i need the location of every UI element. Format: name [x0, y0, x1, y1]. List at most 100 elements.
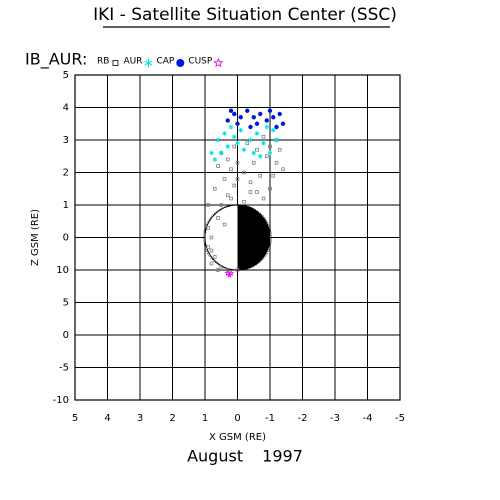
point-dot — [274, 124, 279, 130]
legend-label: AUR — [123, 57, 142, 67]
y-tick-label: 4 — [63, 103, 69, 114]
point-asterisk — [264, 124, 269, 130]
point-square — [235, 177, 240, 181]
point-square — [235, 268, 240, 272]
point-dot — [225, 118, 230, 123]
legend-label: CUSP — [188, 57, 213, 67]
point-asterisk — [271, 128, 276, 133]
point-square — [277, 147, 282, 152]
point-dot — [238, 115, 243, 120]
y-tick-label: 5 — [63, 70, 69, 81]
point-square — [242, 170, 246, 175]
point-square — [242, 199, 246, 204]
point-asterisk — [232, 134, 237, 139]
point-square — [219, 203, 224, 207]
point-asterisk — [215, 137, 221, 143]
point-square — [255, 190, 259, 194]
point-square — [209, 248, 214, 253]
point-square — [281, 167, 285, 172]
y-tick-label: 3 — [63, 135, 69, 146]
plot-frame — [74, 74, 401, 401]
point-asterisk — [254, 131, 260, 136]
point-square — [264, 154, 269, 159]
point-asterisk — [212, 157, 217, 162]
point-asterisk — [144, 59, 153, 67]
point-square — [251, 160, 256, 165]
point-asterisk — [209, 150, 214, 156]
x-tick-label: -2 — [298, 413, 308, 424]
earth-night — [237, 205, 270, 270]
point-square — [261, 134, 266, 139]
x-tick-label: -1 — [265, 413, 275, 424]
point-square — [216, 268, 220, 272]
point-square — [219, 264, 224, 269]
x-tick-label: 1 — [202, 413, 208, 424]
y-tick-label: 0 — [63, 233, 69, 244]
point-square — [248, 180, 253, 185]
y-tick-label: 5 — [63, 298, 69, 309]
point-square — [229, 196, 233, 201]
y-tick-label: -10 — [53, 395, 69, 406]
point-asterisk — [238, 128, 243, 133]
chart-title: IKI - Satellite Situation Center (SSC) — [93, 5, 397, 25]
x-tick-label: 5 — [72, 413, 78, 424]
point-asterisk — [274, 137, 279, 143]
point-square — [274, 160, 279, 165]
point-asterisk — [241, 147, 247, 152]
point-dot — [248, 124, 253, 130]
point-square — [268, 144, 272, 149]
point-square — [209, 235, 214, 240]
point-asterisk — [228, 124, 234, 130]
point-square — [209, 261, 214, 266]
x-tick-label: 3 — [137, 413, 143, 424]
y-tick-label: 1 — [63, 200, 69, 211]
point-dot — [251, 115, 256, 120]
point-square — [229, 167, 233, 172]
point-dot — [235, 121, 240, 126]
point-dot — [271, 115, 276, 120]
point-dot — [258, 111, 263, 117]
point-square — [258, 173, 263, 178]
x-axis-label: X GSM (RE) — [209, 432, 266, 443]
point-square — [232, 144, 237, 149]
point-square — [232, 183, 237, 188]
footer-date: August 1997 — [187, 447, 303, 466]
point-dot — [254, 121, 260, 126]
point-square — [216, 164, 220, 168]
point-dot — [228, 108, 234, 113]
point-asterisk — [219, 150, 224, 156]
point-star — [227, 269, 235, 277]
point-dot — [267, 108, 273, 113]
earth — [203, 204, 272, 271]
point-dot — [245, 108, 250, 113]
legend-title: IB_AUR: — [25, 50, 87, 70]
points — [206, 108, 286, 278]
x-tick-label: -4 — [363, 413, 373, 424]
point-square — [212, 255, 217, 259]
point-square — [112, 60, 119, 66]
y-tick-label: 0 — [63, 330, 69, 341]
point-dot — [264, 118, 269, 123]
legend-label: RB — [97, 57, 109, 67]
point-square — [222, 177, 227, 181]
point-asterisk — [235, 141, 240, 146]
point-square — [206, 225, 211, 230]
point-square — [271, 173, 276, 178]
legend-label: CAP — [156, 57, 174, 67]
point-square — [268, 186, 272, 191]
point-dot — [277, 111, 282, 117]
legend: RB AUR CAP CUSP — [97, 57, 224, 68]
x-tick-label: 4 — [104, 413, 110, 424]
point-square — [206, 203, 211, 207]
point-asterisk — [258, 154, 263, 159]
point-dot — [280, 121, 286, 126]
x-tick-label: -5 — [395, 413, 405, 424]
y-axis-label: Z GSM (RE) — [30, 209, 41, 266]
point-dot — [176, 59, 185, 67]
point-asterisk — [248, 137, 253, 143]
x-tick-label: 0 — [234, 413, 240, 424]
y-tick-label: 10 — [56, 265, 69, 276]
point-square — [222, 222, 227, 227]
x-tick-label: 2 — [169, 413, 175, 424]
